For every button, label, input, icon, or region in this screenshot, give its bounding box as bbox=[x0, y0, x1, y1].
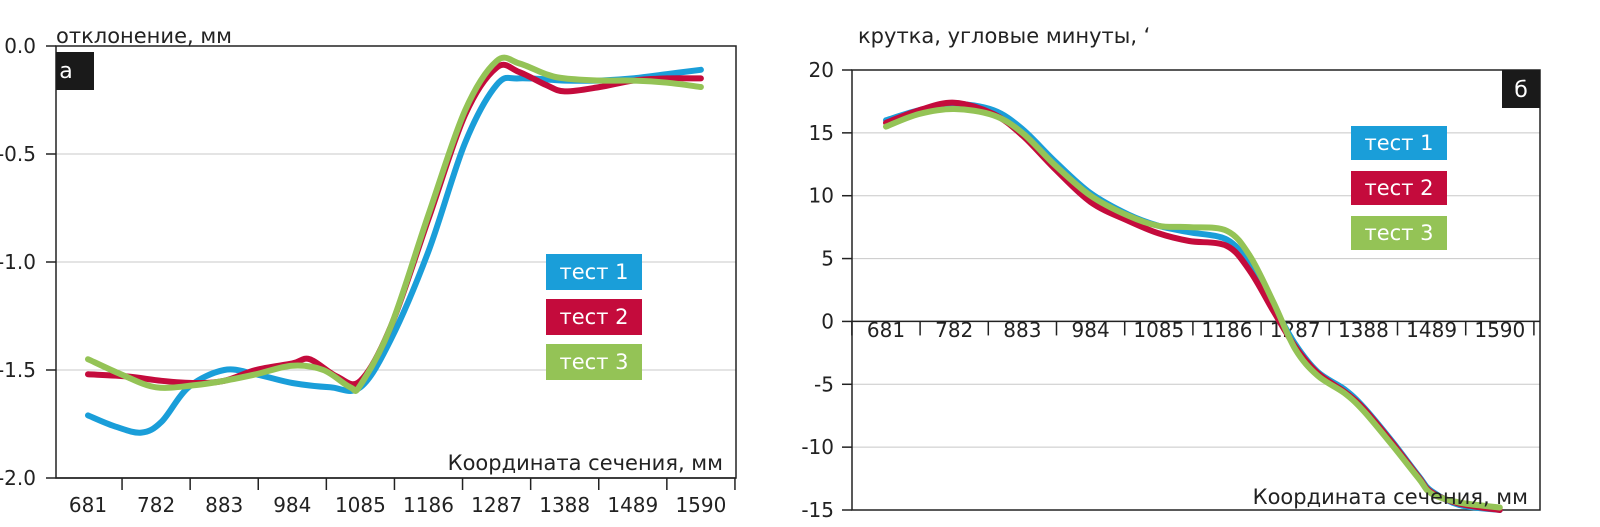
y-tick-label: -0.5 bbox=[0, 142, 36, 166]
panel-label: а bbox=[59, 59, 72, 84]
x-tick-label: 1388 bbox=[539, 493, 590, 517]
panel-label-box bbox=[56, 52, 94, 90]
x-tick-label: 1186 bbox=[403, 493, 454, 517]
x-tick-label: 1085 bbox=[1133, 318, 1184, 342]
x-tick-label: 883 bbox=[1003, 318, 1041, 342]
legend-swatch-3 bbox=[1351, 216, 1447, 250]
x-tick-label: 1590 bbox=[675, 493, 726, 517]
x-tick-label: 883 bbox=[205, 493, 243, 517]
legend-swatch-3 bbox=[546, 344, 642, 380]
y-axis-title: крутка, угловые минуты, ʻ bbox=[858, 24, 1150, 48]
legend-swatch-1 bbox=[1351, 126, 1447, 160]
y-tick-label: 10 bbox=[809, 184, 834, 208]
legend-swatch-2 bbox=[1351, 171, 1447, 205]
panel-label-box bbox=[1502, 70, 1540, 108]
y-tick-label: -1.0 bbox=[0, 250, 36, 274]
series-line-3 bbox=[883, 105, 1503, 511]
y-tick-label: -1.5 bbox=[0, 358, 36, 382]
y-axis-title: отклонение, мм bbox=[56, 24, 232, 48]
x-tick-label: 1186 bbox=[1202, 318, 1253, 342]
legend-swatch-2 bbox=[546, 299, 642, 335]
y-tick-label: 0 bbox=[821, 309, 834, 333]
legend-label-2: тест 2 bbox=[1365, 176, 1434, 200]
x-axis-title: Координата сечения, мм bbox=[448, 451, 723, 475]
x-tick-label: 1489 bbox=[607, 493, 658, 517]
x-tick-label: 1590 bbox=[1474, 318, 1525, 342]
x-tick-label: 681 bbox=[69, 493, 107, 517]
y-tick-label: 15 bbox=[809, 121, 834, 145]
legend-label-3: тест 3 bbox=[560, 350, 629, 374]
series-line-2 bbox=[883, 99, 1503, 513]
legend-swatch-1 bbox=[546, 254, 642, 290]
y-tick-label: 5 bbox=[821, 247, 834, 271]
x-tick-label: 1489 bbox=[1406, 318, 1457, 342]
y-tick-label: -2.0 bbox=[0, 466, 36, 490]
panel-a-deviation-chart: 0.0 -0.5 -1.0 -1.5 -2.0 681 782 883 984 1085 1186 1… bbox=[0, 24, 737, 517]
y-tick-label: 0.0 bbox=[4, 34, 36, 58]
legend-label-3: тест 3 bbox=[1365, 221, 1434, 245]
plot-frame bbox=[851, 69, 1541, 511]
series-line-1 bbox=[883, 100, 1503, 513]
y-tick-label: -5 bbox=[814, 372, 834, 396]
x-tick-label: 984 bbox=[273, 493, 311, 517]
y-tick-label: -15 bbox=[801, 498, 834, 522]
x-tick-label: 782 bbox=[935, 318, 973, 342]
x-tick-label: 1388 bbox=[1338, 318, 1389, 342]
y-tick-label: -10 bbox=[801, 435, 834, 459]
x-tick-label: 1085 bbox=[335, 493, 386, 517]
y-tick-label: 20 bbox=[809, 58, 834, 82]
x-tick-label: 782 bbox=[137, 493, 175, 517]
x-tick-label: 681 bbox=[867, 318, 905, 342]
panel-label: б bbox=[1514, 78, 1528, 103]
x-tick-label: 984 bbox=[1072, 318, 1110, 342]
x-axis-title: Координата сечения, мм bbox=[1253, 485, 1528, 509]
legend-label-1: тест 1 bbox=[560, 260, 629, 284]
legend-label-1: тест 1 bbox=[1365, 131, 1434, 155]
series-line-3 bbox=[85, 54, 704, 394]
x-tick-label: 1287 bbox=[471, 493, 522, 517]
legend-label-2: тест 2 bbox=[560, 305, 629, 329]
